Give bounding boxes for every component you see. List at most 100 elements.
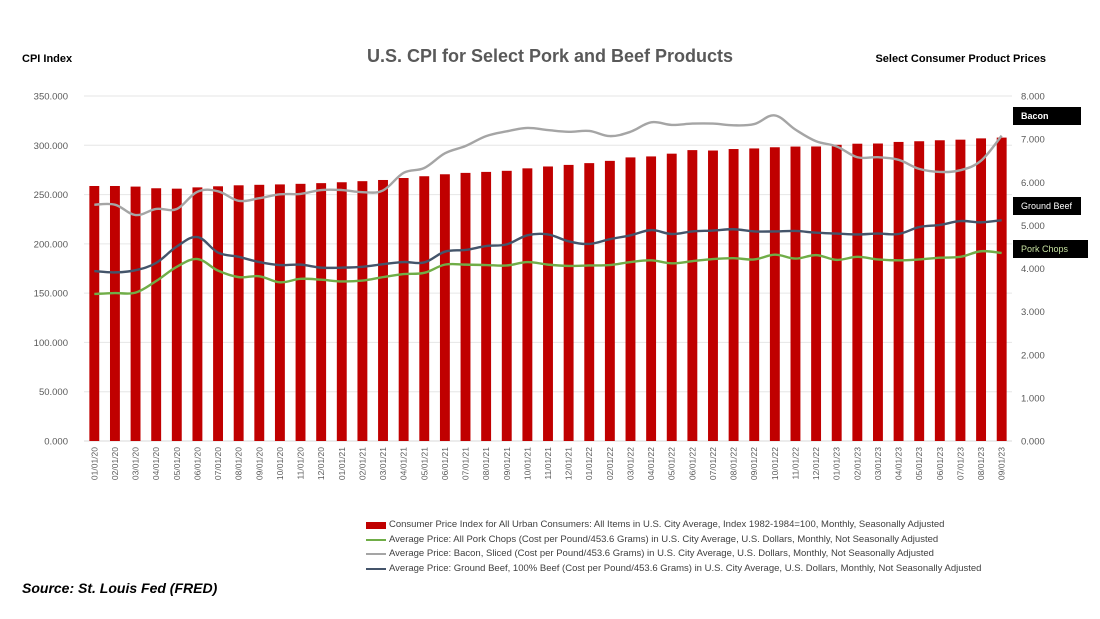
x-tick-label: 07/01/22 bbox=[708, 447, 718, 480]
cpi-bar bbox=[274, 184, 285, 441]
legend-label: Consumer Price Index for All Urban Consu… bbox=[389, 519, 945, 530]
source-note: Source: St. Louis Fed (FRED) bbox=[22, 580, 218, 596]
right-tick-label: 0.000 bbox=[1021, 437, 1045, 448]
x-tick-label: 05/01/23 bbox=[914, 447, 924, 480]
cpi-bar bbox=[790, 146, 801, 441]
right-tick-label: 6.000 bbox=[1021, 178, 1045, 189]
left-axis-title: CPI Index bbox=[22, 53, 73, 65]
right-tick-label: 7.000 bbox=[1021, 135, 1045, 146]
cpi-bar bbox=[934, 140, 945, 441]
x-tick-label: 04/01/22 bbox=[646, 447, 656, 480]
x-tick-label: 06/01/21 bbox=[440, 447, 450, 480]
cpi-bar bbox=[336, 182, 347, 441]
left-tick-label: 50.000 bbox=[39, 387, 68, 398]
cpi-bar bbox=[460, 172, 471, 441]
cpi-bar bbox=[976, 138, 987, 441]
x-tick-label: 03/01/20 bbox=[131, 447, 141, 480]
cpi-bar bbox=[666, 153, 677, 441]
cpi-bar bbox=[604, 160, 615, 442]
x-tick-label: 02/01/22 bbox=[605, 447, 615, 480]
legend-swatch bbox=[366, 568, 386, 571]
left-tick-label: 0.000 bbox=[44, 437, 68, 448]
cpi-bar bbox=[873, 143, 883, 442]
bar-series bbox=[89, 137, 1007, 442]
x-tick-label: 09/01/22 bbox=[749, 447, 759, 480]
cpi-bar bbox=[419, 176, 430, 442]
x-tick-label: 04/01/21 bbox=[399, 447, 409, 480]
cpi-bar bbox=[749, 148, 760, 441]
legend-item-cpi: Consumer Price Index for All Urban Consu… bbox=[366, 518, 981, 533]
right-tick-label: 5.000 bbox=[1021, 221, 1045, 232]
right-tick-label: 4.000 bbox=[1021, 264, 1045, 275]
cpi-bar bbox=[811, 146, 822, 441]
cpi-bar bbox=[914, 141, 925, 441]
cpi-bar bbox=[996, 137, 1007, 441]
x-tick-label: 11/01/20 bbox=[296, 447, 306, 480]
x-tick-label: 08/01/22 bbox=[729, 447, 739, 480]
x-tick-label: 11/01/22 bbox=[790, 447, 800, 480]
x-tick-label: 11/01/21 bbox=[543, 447, 553, 480]
cpi-bar bbox=[398, 178, 409, 442]
legend-item-bacon: Average Price: Bacon, Sliced (Cost per P… bbox=[366, 547, 981, 562]
cpi-bar bbox=[687, 150, 698, 441]
x-tick-label: 09/01/20 bbox=[254, 447, 264, 480]
x-tick-label: 04/01/23 bbox=[894, 447, 904, 480]
cpi-bar bbox=[481, 171, 492, 441]
x-tick-label: 03/01/22 bbox=[625, 447, 635, 480]
x-tick-label: 01/01/22 bbox=[584, 447, 594, 480]
x-tick-label: 01/01/21 bbox=[337, 447, 347, 480]
cpi-bar bbox=[893, 141, 904, 442]
cpi-bar bbox=[378, 179, 388, 442]
legend-item-pork-chops: Average Price: All Pork Chops (Cost per … bbox=[366, 533, 981, 548]
right-tick-label: 8.000 bbox=[1021, 92, 1045, 103]
left-tick-label: 150.000 bbox=[34, 289, 68, 300]
right-axis-title: Select Consumer Product Prices bbox=[875, 53, 1046, 65]
x-tick-label: 09/01/21 bbox=[502, 447, 512, 480]
x-tick-label: 06/01/20 bbox=[192, 447, 202, 480]
x-tick-label: 10/01/21 bbox=[522, 447, 532, 480]
x-tick-label: 02/01/20 bbox=[110, 447, 120, 480]
cpi-bar bbox=[501, 170, 512, 441]
cpi-bar bbox=[316, 183, 327, 441]
cpi-bar bbox=[357, 181, 368, 441]
left-tick-label: 300.000 bbox=[34, 141, 68, 152]
x-tick-label: 04/01/20 bbox=[151, 447, 161, 480]
ground-beef-tag: Ground Beef bbox=[1013, 197, 1081, 215]
chart-title: U.S. CPI for Select Pork and Beef Produc… bbox=[366, 46, 734, 66]
x-tick-label: 03/01/23 bbox=[873, 447, 883, 480]
cpi-bar bbox=[522, 168, 533, 441]
x-tick-label: 12/01/21 bbox=[564, 447, 574, 480]
bacon-tag: Bacon bbox=[1013, 107, 1081, 125]
x-tick-label: 07/01/20 bbox=[213, 447, 223, 480]
cpi-bar bbox=[728, 149, 739, 441]
cpi-bar bbox=[831, 144, 842, 442]
cpi-bar bbox=[625, 157, 636, 441]
x-tick-label: 10/01/20 bbox=[275, 447, 285, 480]
legend-label: Average Price: Bacon, Sliced (Cost per P… bbox=[389, 548, 934, 560]
x-tick-label: 05/01/22 bbox=[667, 447, 677, 480]
legend: Consumer Price Index for All Urban Consu… bbox=[366, 518, 981, 576]
line-series bbox=[94, 114, 1003, 296]
x-tick-label: 01/01/20 bbox=[89, 447, 99, 480]
x-tick-label: 10/01/22 bbox=[770, 447, 780, 480]
right-axis-ticks: 0.000 1.000 2.000 3.000 4.000 5.000 6.000 7.000… bbox=[1021, 92, 1045, 448]
left-tick-label: 200.000 bbox=[34, 239, 68, 250]
x-tick-label: 08/01/20 bbox=[234, 447, 244, 480]
cpi-bar bbox=[769, 147, 780, 441]
x-tick-label: 01/01/23 bbox=[832, 447, 842, 480]
x-tick-label: 12/01/22 bbox=[811, 447, 821, 480]
cpi-bar bbox=[708, 150, 718, 441]
right-tick-label: 1.000 bbox=[1021, 393, 1045, 404]
x-axis-ticks: 01/01/20 02/01/20 03/01/20 04/01/20 05/01/20… bbox=[89, 447, 1006, 480]
left-axis-ticks: 0.000 50.000 100.000 150.000 200.000 250.000 3… bbox=[34, 92, 68, 448]
cpi-bar bbox=[254, 184, 265, 441]
cpi-bar bbox=[543, 166, 553, 441]
cpi-bar bbox=[151, 188, 162, 441]
x-tick-label: 07/01/21 bbox=[461, 447, 471, 480]
x-tick-label: 03/01/21 bbox=[378, 447, 388, 480]
x-tick-label: 05/01/20 bbox=[172, 447, 182, 480]
cpi-bar bbox=[584, 163, 595, 441]
legend-swatch bbox=[366, 553, 386, 556]
legend-swatch bbox=[366, 538, 386, 541]
x-tick-label: 05/01/21 bbox=[419, 447, 429, 480]
